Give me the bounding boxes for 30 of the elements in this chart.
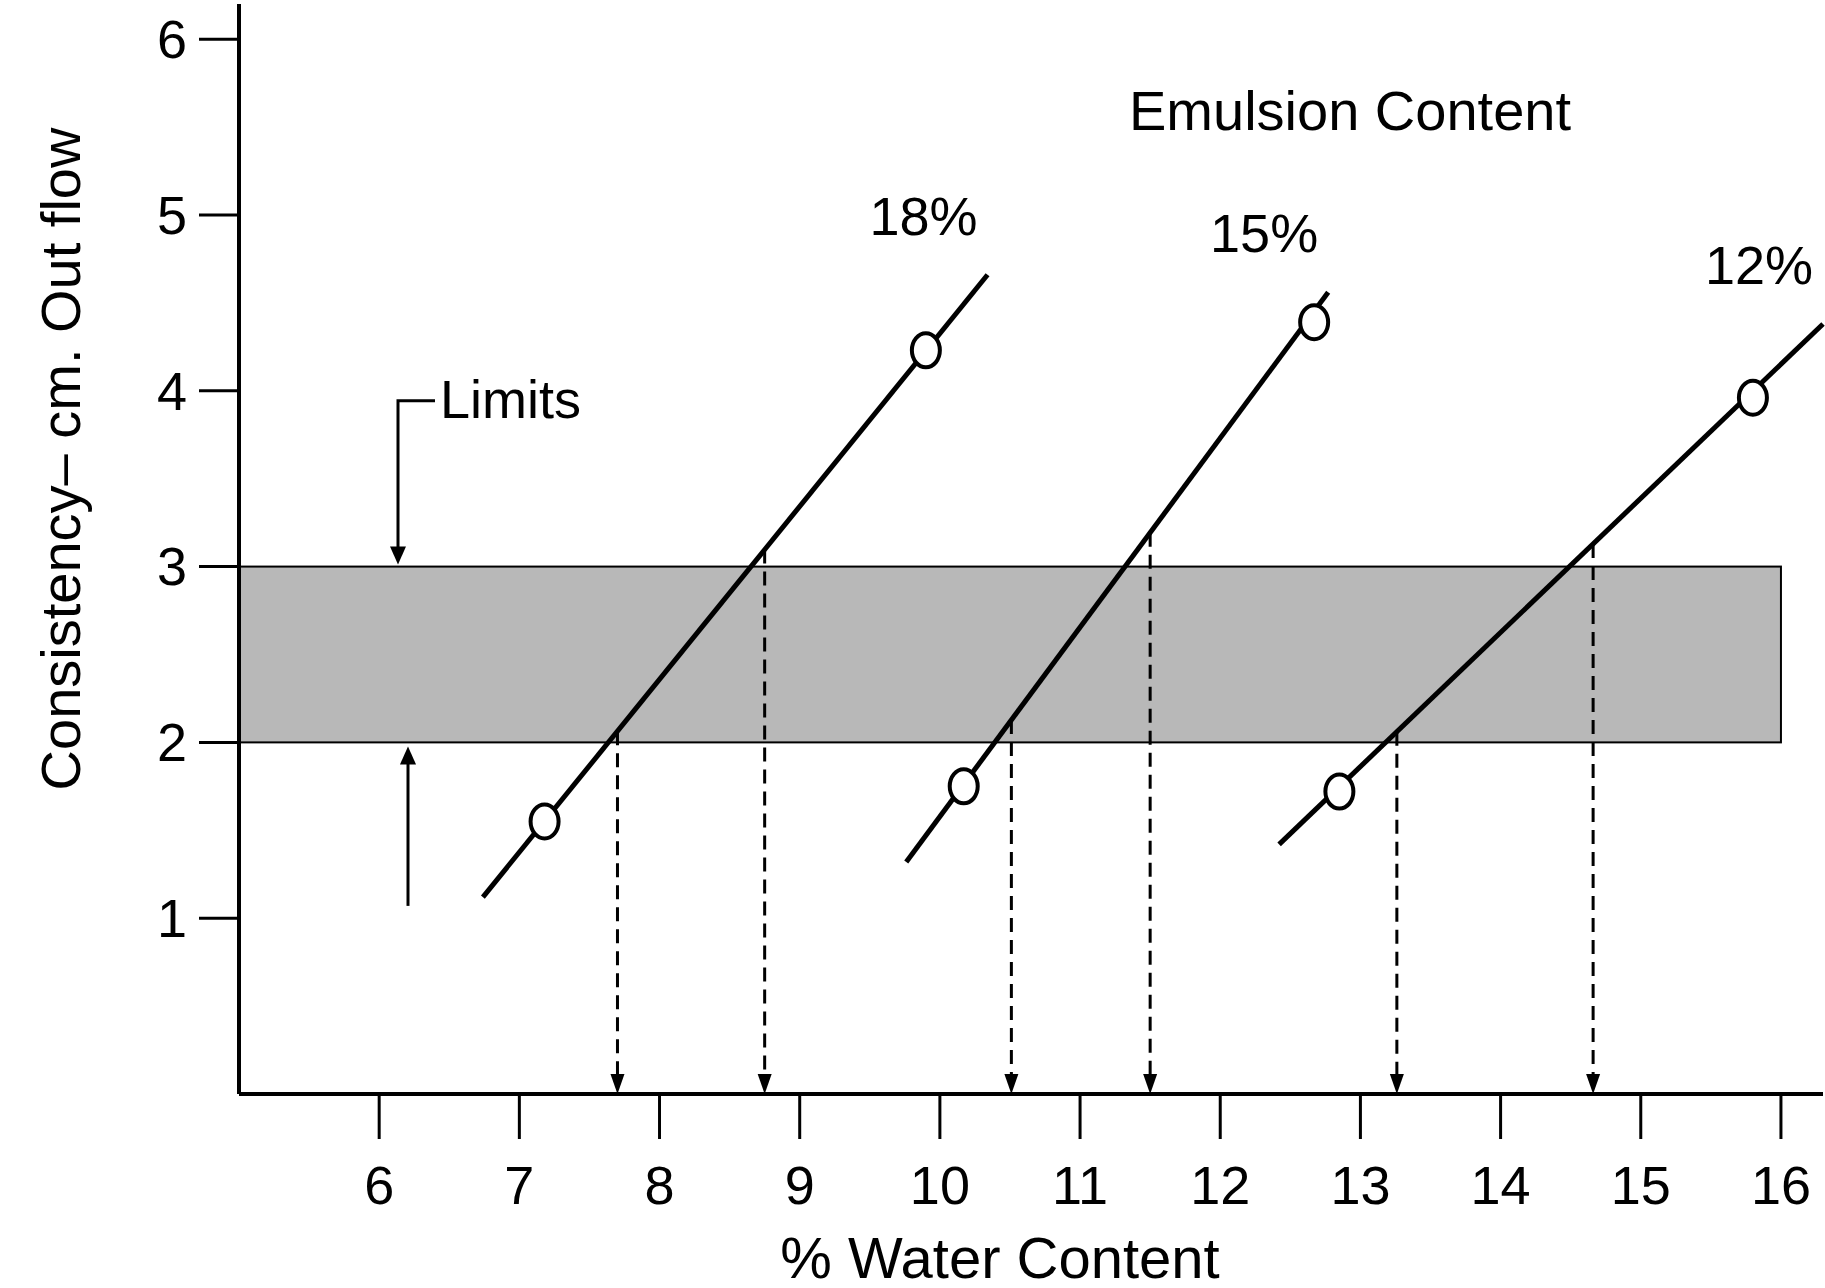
y-tick-label: 1 bbox=[156, 888, 187, 949]
point bbox=[1298, 303, 1331, 342]
series-label: 18% bbox=[869, 185, 978, 246]
x-tick-label: 13 bbox=[1330, 1155, 1391, 1215]
x-tick-label: 11 bbox=[1052, 1155, 1109, 1215]
point bbox=[909, 331, 942, 370]
x-axis-title: % Water Content bbox=[780, 1225, 1220, 1288]
x-tick-label: 8 bbox=[644, 1155, 675, 1215]
y-tick-label: 4 bbox=[156, 360, 187, 421]
point bbox=[947, 767, 980, 806]
x-tick-label: 12 bbox=[1190, 1155, 1251, 1215]
x-tick-label: 9 bbox=[784, 1155, 815, 1215]
x-tick-label: 6 bbox=[364, 1155, 395, 1215]
y-axis-title: Consistency– cm. Out flow bbox=[29, 127, 92, 791]
y-tick-label: 3 bbox=[156, 536, 187, 597]
point bbox=[1323, 772, 1356, 811]
series-label: 12% bbox=[1704, 234, 1813, 295]
point bbox=[528, 802, 561, 841]
y-tick-label: 2 bbox=[156, 712, 187, 773]
x-tick-label: 16 bbox=[1750, 1155, 1811, 1215]
x-tick-label: 10 bbox=[909, 1155, 970, 1215]
point bbox=[1736, 378, 1769, 417]
x-tick-label: 7 bbox=[504, 1155, 535, 1215]
y-tick-label: 5 bbox=[156, 184, 187, 245]
x-tick-label: 14 bbox=[1470, 1155, 1531, 1215]
series-label: 15% bbox=[1210, 203, 1319, 264]
x-tick-label: 15 bbox=[1610, 1155, 1671, 1215]
y-tick-label: 6 bbox=[156, 9, 187, 70]
band-label: Limits bbox=[440, 368, 582, 429]
text: Emulsion Content bbox=[1128, 79, 1572, 142]
